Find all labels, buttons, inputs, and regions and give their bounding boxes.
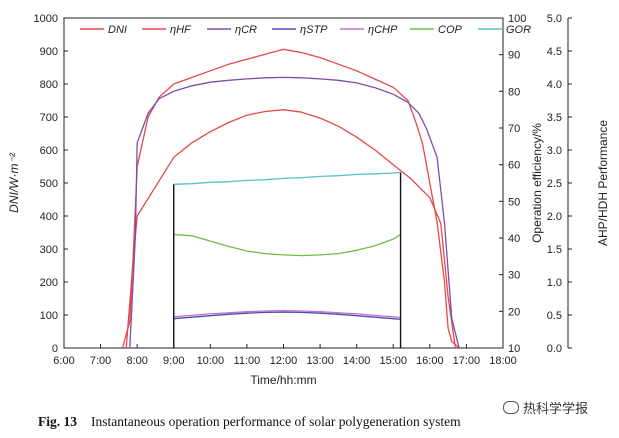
y-right2-tick-label: 1.5 — [547, 244, 562, 256]
y-right1-tick-label: 50 — [508, 196, 520, 208]
series-line-2 — [129, 76, 460, 349]
series-line-0 — [121, 48, 460, 349]
y-right2-tick-label: 0.5 — [547, 310, 562, 322]
x-tick-label: 9:00 — [163, 355, 184, 367]
x-tick-label: 15:00 — [379, 355, 407, 367]
y-right1-tick-label: 70 — [508, 123, 520, 135]
y-left-tick-label: 1000 — [34, 13, 58, 25]
x-tick-label: 6:00 — [53, 355, 74, 367]
y-right1-tick-label: 40 — [508, 233, 520, 245]
x-tick-label: 16:00 — [416, 355, 444, 367]
x-tick-label: 18:00 — [489, 355, 517, 367]
y-right2-tick-label: 4.0 — [547, 79, 562, 91]
series-line-1 — [125, 109, 457, 349]
wechat-icon — [503, 401, 519, 414]
x-tick-label: 13:00 — [306, 355, 334, 367]
series-line-3 — [173, 311, 401, 321]
y-right2-tick-label: 2.0 — [547, 211, 562, 223]
series-line-4 — [173, 309, 401, 319]
x-tick-label: 11:00 — [234, 355, 261, 367]
y-right2-tick-label: 3.0 — [547, 145, 562, 157]
y-right1-tick-label: 20 — [508, 306, 520, 318]
y-right1-tick-label: 100 — [508, 13, 526, 25]
y-right2-tick-label: 1.0 — [547, 277, 562, 289]
y-right1-tick-label: 30 — [508, 270, 520, 282]
y-right1-tick-label: 90 — [508, 50, 520, 62]
x-tick-label: 14:00 — [343, 355, 371, 367]
y-left-tick-label: 300 — [40, 244, 58, 256]
legend-label: DNI — [108, 24, 127, 36]
legend-label: ηCR — [235, 24, 257, 36]
y-right2-tick-label: 0.0 — [547, 343, 562, 355]
y-right1-tick-label: 60 — [508, 160, 520, 172]
y-left-tick-label: 0 — [52, 343, 58, 355]
y-right2-tick-label: 3.5 — [547, 112, 562, 124]
x-axis-title: Time/hh:mm — [250, 373, 316, 387]
watermark-text: 热科学学报 — [523, 402, 589, 417]
y-right2-axis-title: AHP/HDH Performance — [596, 120, 610, 246]
y-right1-tick-label: 10 — [508, 343, 520, 355]
y-right1-axis-title: Operation efficiency/% — [530, 123, 544, 243]
series-line-5 — [173, 233, 401, 257]
x-tick-label: 17:00 — [453, 355, 481, 367]
x-tick-label: 12:00 — [270, 355, 298, 367]
y-left-tick-label: 200 — [40, 277, 58, 289]
y-left-tick-label: 100 — [40, 310, 58, 322]
y-left-tick-label: 400 — [40, 211, 58, 223]
y-left-tick-label: 500 — [40, 178, 58, 190]
y-right2-tick-label: 5.0 — [547, 13, 562, 25]
y-left-tick-label: 800 — [40, 79, 58, 91]
x-tick-label: 7:00 — [90, 355, 111, 367]
y-left-axis-title: DNI/W·m⁻² — [7, 152, 21, 213]
watermark: 热科学学报 — [503, 398, 588, 417]
series-line-6 — [173, 171, 401, 185]
y-left-tick-label: 900 — [40, 46, 58, 58]
y-right2-tick-label: 2.5 — [547, 178, 562, 190]
legend-label: ηHF — [170, 24, 192, 36]
legend-label: COP — [438, 24, 463, 36]
legend-label: GOR — [506, 24, 531, 36]
figure-caption: Fig. 13 Instantaneous operation performan… — [38, 414, 598, 430]
y-left-tick-label: 600 — [40, 145, 58, 157]
legend-label: ηCHP — [368, 24, 398, 36]
y-right2-tick-label: 4.5 — [547, 46, 562, 58]
figure-number: Fig. 13 — [38, 414, 77, 429]
legend-label: ηSTP — [300, 24, 328, 36]
x-tick-label: 10:00 — [197, 355, 225, 367]
y-right1-tick-label: 80 — [508, 86, 520, 98]
x-tick-label: 8:00 — [126, 355, 147, 367]
y-left-tick-label: 700 — [40, 112, 58, 124]
figure-caption-text: Instantaneous operation performance of s… — [91, 414, 461, 429]
